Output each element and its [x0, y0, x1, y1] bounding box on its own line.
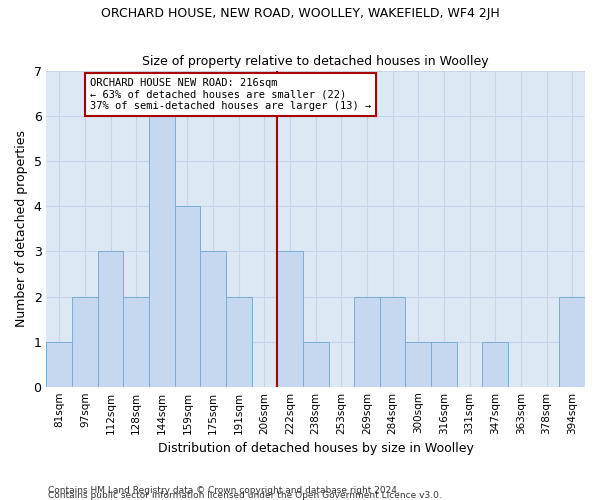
Bar [98, 252, 124, 386]
Bar [354, 296, 380, 386]
Bar [380, 296, 406, 386]
Bar [406, 342, 431, 386]
Bar [277, 252, 303, 386]
Title: Size of property relative to detached houses in Woolley: Size of property relative to detached ho… [142, 56, 489, 68]
Bar [124, 296, 149, 386]
Bar [303, 342, 329, 386]
Bar [431, 342, 457, 386]
Text: ORCHARD HOUSE NEW ROAD: 216sqm
← 63% of detached houses are smaller (22)
37% of : ORCHARD HOUSE NEW ROAD: 216sqm ← 63% of … [90, 78, 371, 111]
Bar [175, 206, 200, 386]
Bar [226, 296, 251, 386]
Bar [200, 252, 226, 386]
Bar [46, 342, 72, 386]
Text: Contains public sector information licensed under the Open Government Licence v3: Contains public sector information licen… [48, 491, 442, 500]
Bar [72, 296, 98, 386]
Bar [559, 296, 585, 386]
Bar [149, 116, 175, 386]
Y-axis label: Number of detached properties: Number of detached properties [15, 130, 28, 328]
Text: ORCHARD HOUSE, NEW ROAD, WOOLLEY, WAKEFIELD, WF4 2JH: ORCHARD HOUSE, NEW ROAD, WOOLLEY, WAKEFI… [101, 8, 499, 20]
X-axis label: Distribution of detached houses by size in Woolley: Distribution of detached houses by size … [158, 442, 473, 455]
Text: Contains HM Land Registry data © Crown copyright and database right 2024.: Contains HM Land Registry data © Crown c… [48, 486, 400, 495]
Bar [482, 342, 508, 386]
